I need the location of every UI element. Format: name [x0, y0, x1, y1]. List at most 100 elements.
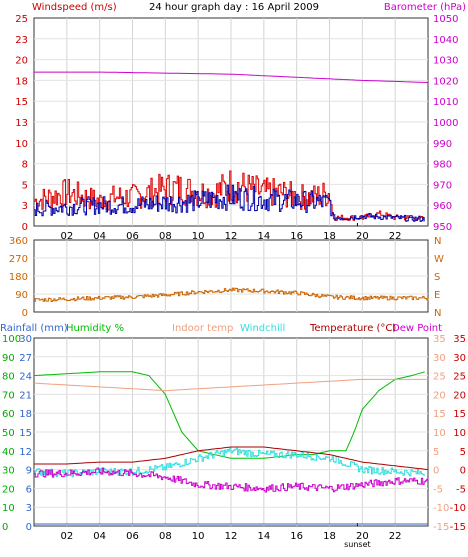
panel-0-right-tick-10: 950 [433, 222, 452, 233]
panel-2-series-3 [34, 446, 429, 471]
panel-0-series-2 [34, 71, 429, 83]
panel-0-left-tick-0: 25 [15, 14, 28, 25]
panel-0-left-tick-7: 8 [22, 160, 28, 171]
panel-2-humidity-tick-4: 60 [2, 409, 15, 420]
panel-2-temp-outer-tick-0: 35 [453, 334, 466, 345]
panel-0-xtick-1: 04 [93, 231, 106, 242]
panel-2-temp-inner-tick-0: 35 [433, 334, 446, 345]
panel-2-humidity-tick-0: 100 [2, 334, 21, 345]
panel-2-temp-inner-tick-7: 0 [433, 466, 439, 477]
panel-2-temp-inner-tick-9: -10 [433, 503, 449, 514]
panel-2-temp-outer-tick-4: 15 [453, 409, 466, 420]
panel-0-right-axis-label: Barometer (hPa) [384, 2, 466, 13]
panel-0-xtick-10: 22 [389, 231, 402, 242]
panel-2-temp-outer-tick-6: 5 [460, 447, 466, 458]
panel-2-xtick-9: 20 [356, 531, 369, 542]
panel-2-xtick-2: 06 [126, 531, 139, 542]
panel-0-left-tick-1: 23 [15, 35, 28, 46]
panel-0-xtick-5: 12 [225, 231, 238, 242]
panel-0-xtick-2: 06 [126, 231, 139, 242]
panel-2-temp-inner-tick-4: 15 [433, 409, 446, 420]
panel-1-right-tick-3: E [434, 290, 440, 301]
panel-0-right-tick-1: 1040 [433, 35, 458, 46]
panel-2-xtick-3: 08 [159, 531, 172, 542]
panel-2-temp-outer-tick-3: 20 [453, 390, 466, 401]
panel-2-humidity-tick-3: 70 [2, 390, 15, 401]
panel-2-xtick-1: 04 [93, 531, 106, 542]
panel-2-humidity-tick-5: 50 [2, 428, 15, 439]
panel-2-humidity-tick-9: 10 [2, 503, 15, 514]
legend-item-4: Temperature (°C) [309, 323, 396, 334]
panel-2-xtick-0: 02 [60, 531, 73, 542]
panel-2-temp-inner-tick-1: 30 [433, 353, 446, 364]
panel-1-right-tick-2: S [434, 272, 440, 283]
panel-2-rain-tick-3: 21 [19, 390, 32, 401]
panel-2-xtick-6: 14 [257, 531, 270, 542]
panel-0-left-axis-label: Windspeed (m/s) [32, 2, 117, 13]
panel-2-rain-tick-6: 12 [19, 447, 32, 458]
panel-2-xtick-4: 10 [192, 531, 205, 542]
panel-0-right-tick-5: 1000 [433, 118, 458, 129]
panel-0-right-tick-6: 990 [433, 139, 452, 150]
panel-2-xtick-5: 12 [225, 531, 238, 542]
panel-0-left-tick-8: 5 [22, 180, 28, 191]
panel-2-humidity-tick-6: 40 [2, 447, 15, 458]
panel-2-temp-outer-tick-5: 10 [453, 428, 466, 439]
legend-item-2: Indoor temp [172, 323, 233, 334]
panel-0-left-tick-3: 18 [15, 76, 28, 87]
legend-item-1: Humidity % [66, 323, 124, 334]
panel-0-left-tick-10: 0 [22, 222, 28, 233]
panel-2-series-0 [33, 371, 425, 459]
panel-2-temp-inner-tick-2: 25 [433, 372, 446, 383]
panel-2-humidity-tick-1: 90 [2, 353, 15, 364]
panel-2-rain-tick-7: 9 [26, 466, 32, 477]
panel-0-left-tick-2: 20 [15, 56, 28, 67]
panel-1-left-tick-1: 270 [9, 254, 28, 265]
panel-0-right-tick-4: 1010 [433, 97, 458, 108]
legend-item-0: Rainfall (mm) [0, 323, 68, 334]
panel-1-left-tick-3: 90 [15, 290, 28, 301]
panel-2-xtick-10: 22 [389, 531, 402, 542]
panel-0-right-tick-2: 1030 [433, 56, 458, 67]
panel-2-sunset-label: sunset [344, 540, 371, 549]
panel-2-humidity-tick-7: 30 [2, 466, 15, 477]
panel-0-left-tick-9: 3 [22, 201, 28, 212]
panel-2-humidity-tick-8: 20 [2, 484, 15, 495]
panel-0-right-tick-9: 960 [433, 201, 452, 212]
panel-0-left-tick-4: 15 [15, 97, 28, 108]
panel-0-xtick-0: 02 [60, 231, 73, 242]
panel-2-temp-outer-tick-8: -5 [456, 484, 466, 495]
panel-0-xtick-8: 18 [323, 231, 336, 242]
panel-2-rain-tick-1: 27 [19, 353, 32, 364]
panel-0-xtick-7: 16 [290, 231, 303, 242]
panel-1-left-tick-4: 0 [22, 308, 28, 319]
panel-2-temp-outer-tick-2: 25 [453, 372, 466, 383]
panel-2-rain-tick-0: 30 [19, 334, 32, 345]
panel-2-temp-inner-tick-3: 20 [433, 390, 446, 401]
panel-2-rain-tick-5: 15 [19, 428, 32, 439]
panel-0-right-tick-0: 1050 [433, 14, 458, 25]
panel-0-xtick-4: 10 [192, 231, 205, 242]
panel-0-left-tick-5: 13 [15, 118, 28, 129]
panel-1-right-tick-0: N [434, 236, 441, 247]
panel-0-xtick-6: 14 [257, 231, 270, 242]
panel-0-right-tick-3: 1020 [433, 76, 458, 87]
panel-1-left-tick-2: 180 [9, 272, 28, 283]
panel-2-series-4 [34, 467, 429, 493]
panel-2-series-1 [33, 378, 428, 392]
panel-0-title: 24 hour graph day : 16 April 2009 [149, 2, 319, 13]
panel-0-right-tick-7: 980 [433, 160, 452, 171]
panel-2-xtick-7: 16 [290, 531, 303, 542]
panel-0-xtick-9: 20 [356, 231, 369, 242]
panel-2-xtick-8: 18 [323, 531, 336, 542]
panel-1-series-0 [34, 287, 429, 302]
panel-0-right-tick-8: 970 [433, 180, 452, 191]
legend-item-5: Dew Point [392, 323, 442, 334]
panel-2-humidity-tick-2: 80 [2, 372, 15, 383]
panel-2-rain-tick-2: 24 [19, 372, 32, 383]
panel-1-right-tick-4: N [434, 308, 441, 319]
panel-2-rain-tick-10: 0 [26, 522, 32, 533]
panel-2-rain-tick-9: 3 [26, 503, 32, 514]
